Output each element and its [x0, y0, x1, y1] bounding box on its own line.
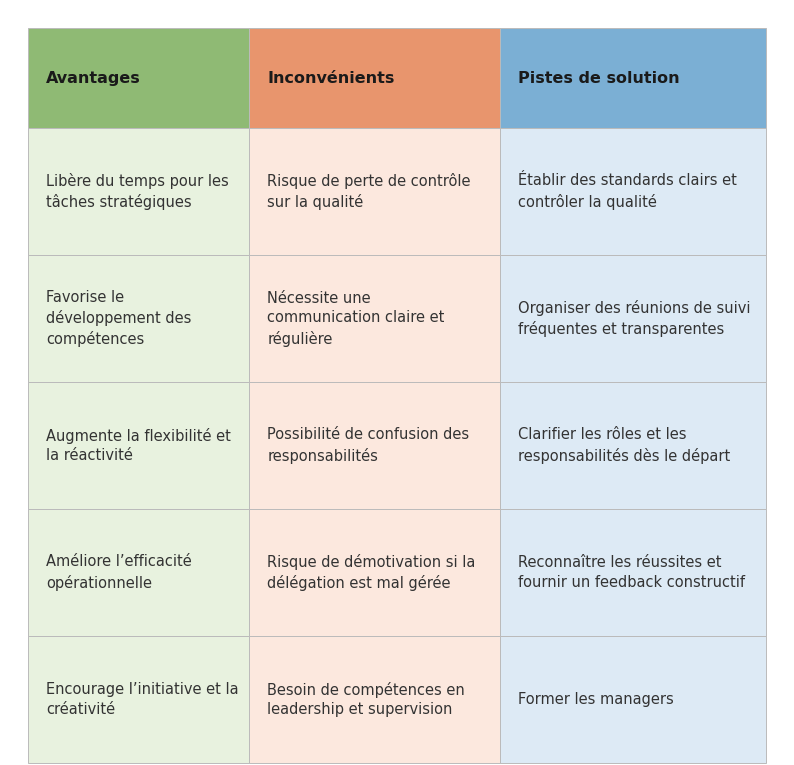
Bar	[500, 28, 766, 128]
Text: Établir des standards clairs et
contrôler la qualité: Établir des standards clairs et contrôle…	[518, 174, 737, 210]
Bar	[28, 382, 249, 509]
Bar	[249, 255, 500, 382]
Text: Reconnaître les réussites et
fournir un feedback constructif: Reconnaître les réussites et fournir un …	[518, 555, 746, 590]
Bar	[500, 255, 766, 382]
Bar	[28, 509, 249, 636]
Bar	[28, 636, 249, 763]
Text: Améliore l’efficacité
opérationnelle: Améliore l’efficacité opérationnelle	[46, 555, 191, 591]
Text: Pistes de solution: Pistes de solution	[518, 70, 680, 86]
Bar	[500, 636, 766, 763]
Bar	[249, 636, 500, 763]
Bar	[249, 509, 500, 636]
Text: Organiser des réunions de suivi
fréquentes et transparentes: Organiser des réunions de suivi fréquent…	[518, 300, 751, 337]
Text: Possibilité de confusion des
responsabilités: Possibilité de confusion des responsabil…	[268, 428, 469, 464]
Text: Libère du temps pour les
tâches stratégiques: Libère du temps pour les tâches stratégi…	[46, 173, 229, 210]
Text: Favorise le
développement des
compétences: Favorise le développement des compétence…	[46, 290, 191, 347]
Text: Augmente la flexibilité et
la réactivité: Augmente la flexibilité et la réactivité	[46, 428, 231, 464]
Bar	[500, 128, 766, 255]
Bar	[500, 509, 766, 636]
Bar	[249, 382, 500, 509]
Bar	[28, 255, 249, 382]
Bar	[249, 128, 500, 255]
Bar	[28, 128, 249, 255]
Text: Besoin de compétences en
leadership et supervision: Besoin de compétences en leadership et s…	[268, 682, 465, 718]
Text: Risque de perte de contrôle
sur la qualité: Risque de perte de contrôle sur la quali…	[268, 173, 471, 210]
Text: Risque de démotivation si la
délégation est mal gérée: Risque de démotivation si la délégation …	[268, 554, 476, 591]
Text: Nécessite une
communication claire et
régulière: Nécessite une communication claire et ré…	[268, 291, 445, 347]
Bar	[249, 28, 500, 128]
Text: Former les managers: Former les managers	[518, 692, 674, 707]
Bar	[500, 382, 766, 509]
Bar	[28, 28, 249, 128]
Text: Avantages: Avantages	[46, 70, 141, 86]
Text: Encourage l’initiative et la
créativité: Encourage l’initiative et la créativité	[46, 682, 239, 717]
Text: Inconvénients: Inconvénients	[268, 70, 395, 86]
Text: Clarifier les rôles et les
responsabilités dès le départ: Clarifier les rôles et les responsabilit…	[518, 428, 730, 464]
